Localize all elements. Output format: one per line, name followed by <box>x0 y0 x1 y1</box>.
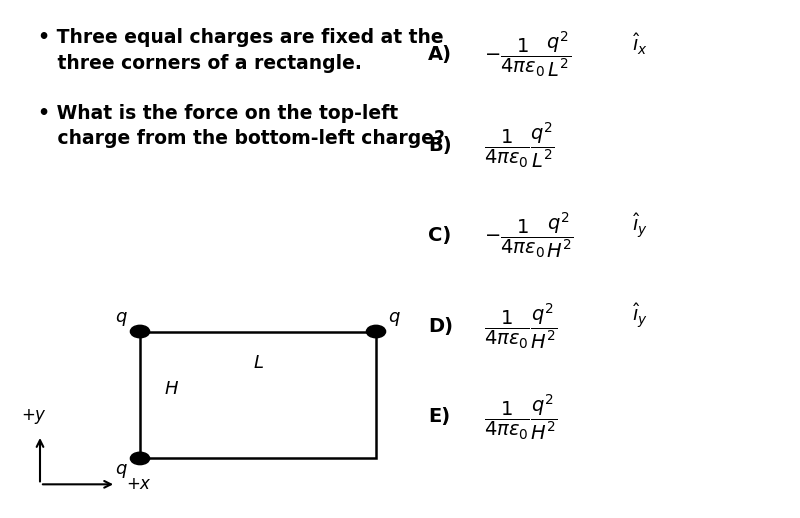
Text: $\hat{\imath}_y$: $\hat{\imath}_y$ <box>632 211 648 239</box>
Text: A): A) <box>428 45 452 64</box>
Text: $\dfrac{1}{4\pi\epsilon_0}\dfrac{q^2}{H^2}$: $\dfrac{1}{4\pi\epsilon_0}\dfrac{q^2}{H^… <box>484 392 558 442</box>
Text: $-\dfrac{1}{4\pi\epsilon_0}\dfrac{q^2}{H^2}$: $-\dfrac{1}{4\pi\epsilon_0}\dfrac{q^2}{H… <box>484 211 574 261</box>
Circle shape <box>130 452 150 465</box>
Bar <box>140 332 376 458</box>
Text: • What is the force on the top-left: • What is the force on the top-left <box>38 104 398 123</box>
Text: $H$: $H$ <box>164 380 179 398</box>
Text: B): B) <box>428 136 452 154</box>
Text: $\hat{\imath}_y$: $\hat{\imath}_y$ <box>632 302 648 330</box>
Text: $\hat{\imath}_x$: $\hat{\imath}_x$ <box>632 32 648 56</box>
Text: $\dfrac{1}{4\pi\epsilon_0}\dfrac{q^2}{L^2}$: $\dfrac{1}{4\pi\epsilon_0}\dfrac{q^2}{L^… <box>484 120 555 170</box>
Text: D): D) <box>428 317 453 336</box>
Text: $q$: $q$ <box>115 463 128 480</box>
Text: three corners of a rectangle.: three corners of a rectangle. <box>38 54 362 74</box>
Text: $q$: $q$ <box>115 310 128 327</box>
Text: $\dfrac{1}{4\pi\epsilon_0}\dfrac{q^2}{H^2}$: $\dfrac{1}{4\pi\epsilon_0}\dfrac{q^2}{H^… <box>484 301 558 351</box>
Text: $+y$: $+y$ <box>21 407 46 426</box>
Text: $L$: $L$ <box>253 354 263 372</box>
Text: E): E) <box>428 408 450 426</box>
Text: • Three equal charges are fixed at the: • Three equal charges are fixed at the <box>38 28 444 48</box>
Text: charge from the bottom-left charge?: charge from the bottom-left charge? <box>38 130 446 149</box>
Text: $q$: $q$ <box>388 310 401 327</box>
Circle shape <box>130 325 150 338</box>
Circle shape <box>366 325 386 338</box>
Text: $-\dfrac{1}{4\pi\epsilon_0}\dfrac{q^2}{L^2}$: $-\dfrac{1}{4\pi\epsilon_0}\dfrac{q^2}{L… <box>484 30 571 79</box>
Text: $+x$: $+x$ <box>126 476 152 493</box>
Text: C): C) <box>428 226 451 245</box>
